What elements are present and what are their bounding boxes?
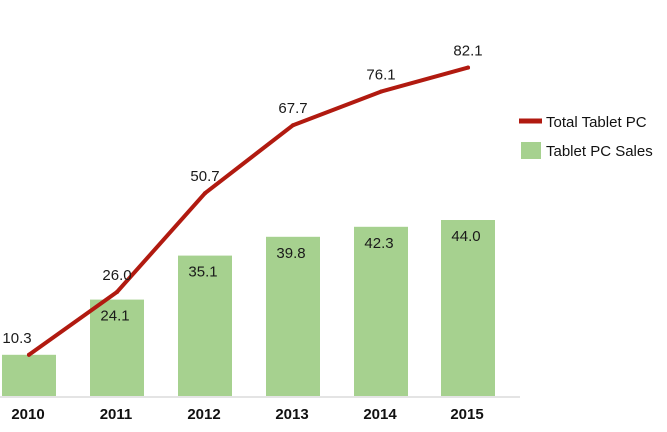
bar-2010 bbox=[2, 354, 56, 396]
line-total-tablet-pc bbox=[27, 65, 470, 357]
bar-series bbox=[2, 220, 495, 396]
bar-2013 bbox=[266, 236, 320, 396]
legend-label-bar: Tablet PC Sales bbox=[546, 143, 653, 160]
bar-2014 bbox=[354, 226, 408, 396]
x-tick-label: 2012 bbox=[187, 406, 220, 423]
bar-2011 bbox=[90, 299, 144, 396]
line-point-2015 bbox=[466, 65, 470, 70]
bar-value-label: 24.1 bbox=[100, 308, 129, 325]
x-tick-labels: 2010 2011 2012 2013 2014 2015 bbox=[11, 406, 483, 423]
line-value-label: 67.7 bbox=[278, 100, 307, 117]
x-tick-label: 2013 bbox=[275, 406, 308, 423]
line-value-labels: 10.3 26.0 50.7 67.7 76.1 82.1 bbox=[2, 43, 482, 347]
line-point-2014 bbox=[379, 89, 383, 94]
line-point-2010 bbox=[27, 352, 31, 357]
line-point-2012 bbox=[203, 191, 207, 196]
line-series bbox=[27, 65, 470, 357]
x-tick-label: 2010 bbox=[11, 406, 44, 423]
bar-value-label: 42.3 bbox=[364, 235, 393, 252]
line-value-label: 76.1 bbox=[366, 67, 395, 84]
bar-2015 bbox=[441, 220, 495, 396]
bar-value-labels: 24.1 35.1 39.8 42.3 44.0 bbox=[100, 228, 480, 325]
x-tick-label: 2014 bbox=[363, 406, 397, 423]
bar-2012 bbox=[178, 255, 232, 396]
bar-value-label: 35.1 bbox=[188, 264, 217, 281]
x-tick-label: 2015 bbox=[450, 406, 483, 423]
line-value-label: 26.0 bbox=[102, 267, 131, 284]
line-point-2013 bbox=[291, 123, 295, 128]
line-value-label: 50.7 bbox=[190, 168, 219, 185]
x-tick-label: 2011 bbox=[100, 406, 133, 423]
line-value-label: 10.3 bbox=[2, 330, 31, 347]
legend-bar-swatch bbox=[521, 142, 541, 159]
line-value-label: 82.1 bbox=[453, 43, 482, 60]
legend-label-line: Total Tablet PC bbox=[546, 114, 647, 131]
bar-value-label: 39.8 bbox=[276, 245, 305, 262]
legend: Total Tablet PC Tablet PC Sales bbox=[519, 114, 653, 160]
line-point-2011 bbox=[115, 290, 119, 294]
bar-value-label: 44.0 bbox=[451, 228, 480, 245]
